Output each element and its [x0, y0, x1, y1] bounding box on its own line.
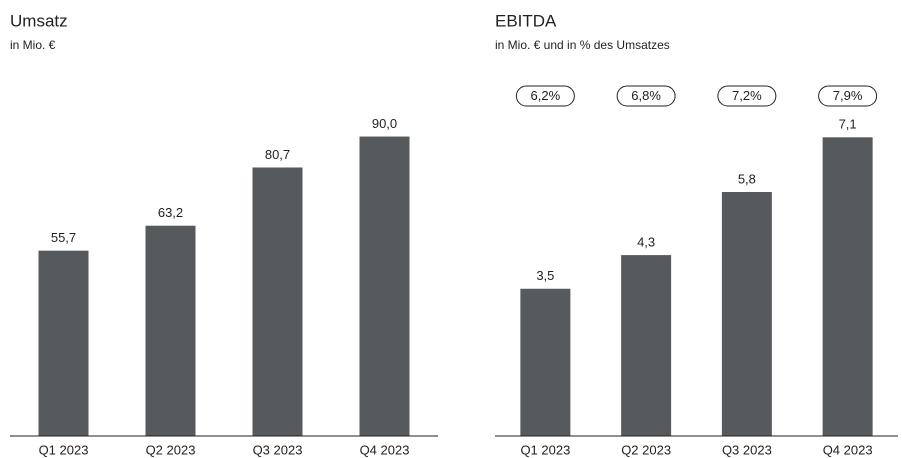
margin-pill: [818, 85, 878, 107]
margin-label: 7,9%: [833, 88, 863, 103]
chart-subtitle: in Mio. € und in % des Umsatzes: [495, 38, 670, 52]
margin-pill: [616, 85, 676, 107]
x-tick-label: Q2 2023: [621, 442, 671, 457]
bar: [520, 288, 571, 436]
value-label: 5,8: [738, 171, 756, 186]
bar: [145, 225, 196, 436]
chart-title: Umsatz: [10, 11, 68, 30]
value-label: 3,5: [536, 268, 554, 283]
value-label: 90,0: [372, 116, 397, 131]
value-label: 55,7: [51, 230, 76, 245]
x-tick-label: Q3 2023: [722, 442, 772, 457]
bar: [822, 137, 873, 436]
x-tick-label: Q2 2023: [146, 442, 196, 457]
x-tick-label: Q4 2023: [360, 442, 410, 457]
value-label: 63,2: [158, 205, 183, 220]
bar: [359, 136, 410, 436]
bar: [721, 192, 772, 436]
x-tick-label: Q1 2023: [520, 442, 570, 457]
bar: [252, 167, 303, 437]
value-label: 4,3: [637, 235, 655, 250]
margin-label: 6,2%: [531, 88, 561, 103]
bar: [38, 250, 89, 436]
bar: [621, 255, 672, 436]
chart-subtitle: in Mio. €: [10, 38, 56, 52]
margin-label: 6,8%: [631, 88, 661, 103]
x-tick-label: Q3 2023: [253, 442, 303, 457]
margin-pill: [717, 85, 777, 107]
margin-pill: [515, 85, 575, 107]
value-label: 7,1: [839, 117, 857, 132]
value-label: 80,7: [265, 147, 290, 162]
x-tick-label: Q4 2023: [823, 442, 873, 457]
chart-title: EBITDA: [495, 11, 557, 30]
margin-label: 7,2%: [732, 88, 762, 103]
x-tick-label: Q1 2023: [39, 442, 89, 457]
